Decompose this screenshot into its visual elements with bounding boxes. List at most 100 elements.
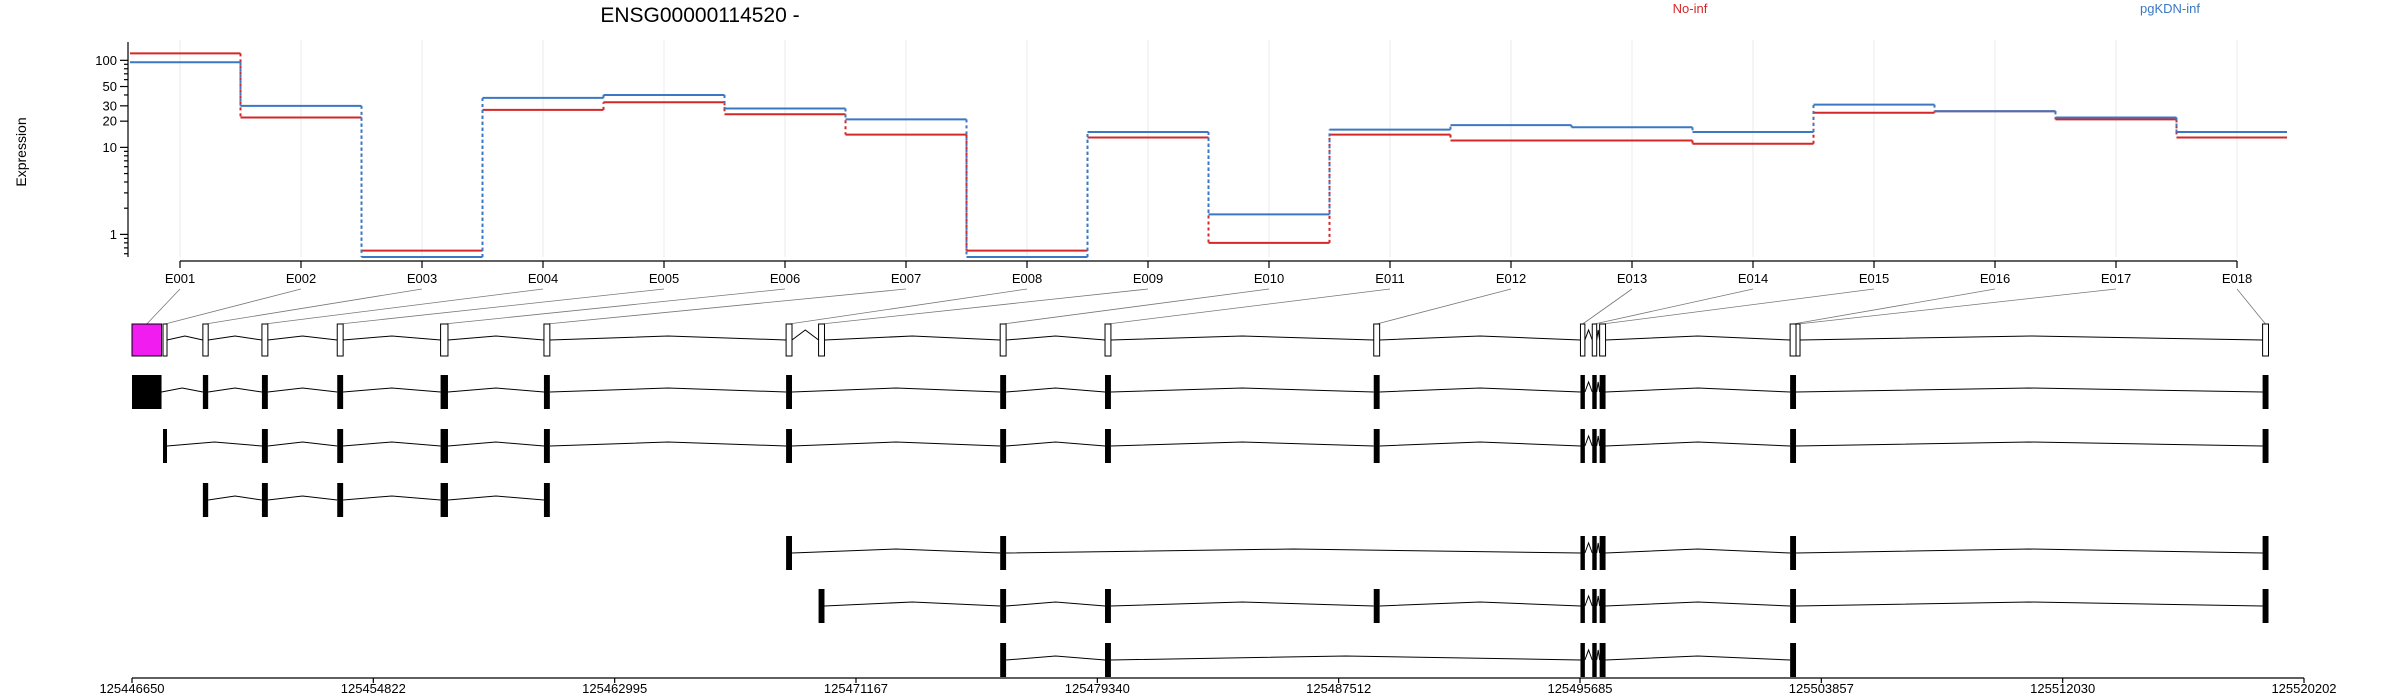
connector-e014 [1594,288,1754,325]
intron-line [791,441,1001,447]
connector-e002 [164,288,302,325]
intron-line [1006,548,1581,554]
intron-line [1110,387,1374,393]
transcript-6 [1000,643,1797,677]
transcript-exon [543,429,550,463]
connector-e008 [788,288,1028,325]
transcript-exon [1592,375,1597,409]
exon-label-e015: E015 [1859,271,1889,286]
intron-line [1800,335,2263,341]
transcript-exon [1599,536,1606,570]
exon-label-e018: E018 [2222,271,2252,286]
intron-line [1796,601,2263,607]
transcript-exon [786,429,792,463]
exon-label-e012: E012 [1496,271,1526,286]
transcript-exon [1373,375,1380,409]
intron-line [1796,387,2263,393]
transcript-exon [1373,589,1380,623]
y-axis-label: Expression [13,117,29,186]
intron-line [343,335,441,341]
series-pgkdn-inf [130,61,2287,258]
transcript-exon [1580,429,1585,463]
exon-label-e003: E003 [407,271,437,286]
transcript-exon [1599,375,1606,409]
intron-line [447,335,544,341]
transcript-exon [1105,429,1111,463]
transcript-exon [440,483,448,517]
transcript-exon [543,375,550,409]
exon-label-e013: E013 [1617,271,1647,286]
intron-line [1605,601,1791,607]
exon-label-e017: E017 [2101,271,2131,286]
exon-label-e005: E005 [649,271,679,286]
transcript-3 [202,483,550,517]
transcript-exon [2262,429,2269,463]
intron-line [824,335,1001,341]
transcript-exon [261,483,268,517]
transcript-exon [337,429,344,463]
exon-label-e007: E007 [891,271,921,286]
transcript-exon [1000,429,1007,463]
exon-label-e011: E011 [1375,271,1404,286]
transcript-exon [1000,536,1007,570]
intron-line [267,387,338,393]
transcript-5 [818,589,2269,623]
intron-line [1006,387,1106,393]
exon-bin-e003 [202,323,209,357]
transcript-exon [1373,429,1380,463]
intron-line [1584,648,1593,661]
exon-bin-e006 [440,323,449,357]
intron-line [1596,542,1601,554]
connector-e005 [340,288,665,325]
exon-bin-e008 [785,323,793,357]
intron-line [1379,601,1581,607]
intron-line [791,329,819,341]
connector-e011 [1107,288,1391,325]
intron-line [1110,335,1374,341]
intron-line [1006,441,1106,447]
transcript-exon [1790,589,1797,623]
genomic-coordinate-axis: 125446650 125454822 125462995 125471167 1254… [99,677,2337,696]
exon-label-e006: E006 [770,271,800,286]
transcript-exon [202,483,209,517]
coord-tick-label: 125487512 [1306,681,1371,696]
intron-line [166,335,203,341]
exon-bin-e017 [1795,323,1801,357]
y-axis: 1 10 2030 50 100 [95,42,129,257]
connector-e004 [264,288,544,325]
transcript-exon [1790,429,1797,463]
transcript-exon [337,483,344,517]
exon-bin-e015 [1599,323,1607,357]
connector-e007 [546,288,907,325]
intron-line [1605,335,1791,341]
intron-line [1584,541,1593,554]
y-tick-label: 100 [95,53,117,68]
transcript-4 [786,536,2269,570]
transcript-exon [2262,375,2269,409]
transcript-exon [261,429,268,463]
exon-bin-e002 [162,323,168,357]
transcript-exon [1592,643,1597,677]
transcript-exon [1105,375,1111,409]
exon-bin-e011 [1104,323,1112,357]
intron-line [208,335,263,341]
transcript-exon [1105,589,1111,623]
intron-line [1596,381,1601,393]
transcript-exon [786,375,792,409]
transcript-exon [1592,536,1597,570]
transcript-exon [163,429,168,463]
intron-line [1605,548,1791,554]
intron-line [343,387,441,393]
series-lines [130,52,2287,258]
transcript-exon [1592,429,1597,463]
exon-label-e004: E004 [528,271,558,286]
transcript-exon [1790,643,1797,677]
exon-bin-e013 [1579,323,1586,357]
chart-title: ENSG00000114520 - [600,4,799,27]
intron-line [1110,655,1581,661]
exon-bin-e001 [131,323,163,357]
connector-e017 [1797,288,2117,325]
exon-bin-model [131,323,2270,357]
exon-label-e002: E002 [286,271,316,286]
transcript-exon [1000,643,1007,677]
